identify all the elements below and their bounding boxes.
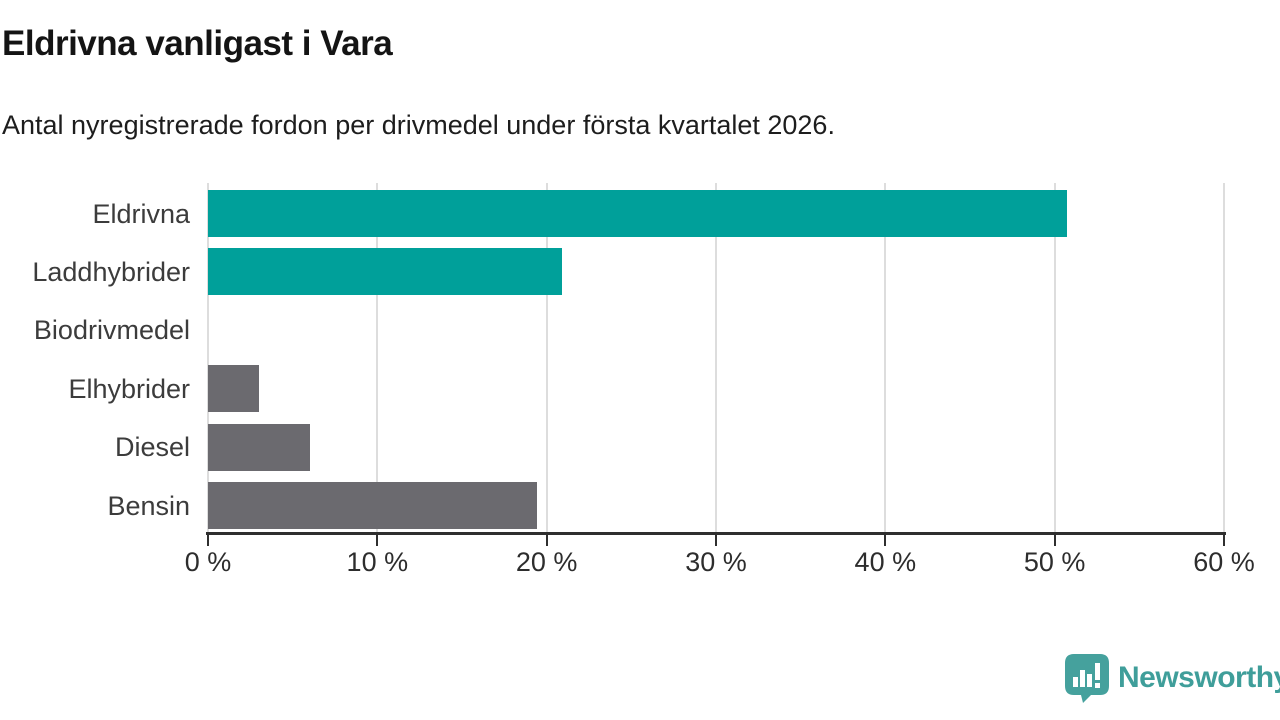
axis-tick-label-0: 0 % <box>184 547 232 577</box>
bar-bensin <box>208 482 537 529</box>
plot-area <box>207 183 1225 532</box>
bar-laddhybrider <box>208 248 562 296</box>
gridline-20 <box>545 183 548 532</box>
gridline-30 <box>715 183 717 532</box>
newsworthy-brand-text: Newsworthy <box>1118 661 1280 694</box>
gridline-50 <box>1053 183 1056 532</box>
axis-tick-label-40: 40 % <box>854 547 917 577</box>
axis-tick-label-10: 10 % <box>346 547 409 577</box>
axis-tick-10 <box>376 532 379 546</box>
axis-tick-60 <box>1223 532 1225 546</box>
category-label-laddhybrider: Laddhybrider <box>32 256 190 287</box>
gridline-10 <box>376 183 379 532</box>
category-label-eldrivna: Eldrivna <box>92 198 190 229</box>
gridline-40 <box>884 183 887 532</box>
category-label-biodrivmedel: Biodrivmedel <box>33 315 190 346</box>
bar-diesel <box>208 423 310 471</box>
gridline-0 <box>207 183 209 532</box>
chart-subtitle: Antal nyregistrerade fordon per drivmede… <box>2 110 835 140</box>
gridline-60 <box>1223 183 1225 532</box>
axis-tick-30 <box>715 532 717 546</box>
axis-tick-label-30: 30 % <box>685 547 747 577</box>
axis-tick-label-60: 60 % <box>1193 547 1255 577</box>
axis-tick-0 <box>207 532 209 546</box>
chart-title: Eldrivna vanligast i Vara <box>2 24 393 63</box>
axis-tick-50 <box>1053 532 1056 546</box>
newsworthy-logo: Newsworthy <box>1064 653 1280 703</box>
axis-tick-40 <box>884 532 887 546</box>
axis-tick-label-20: 20 % <box>515 547 578 577</box>
axis-tick-20 <box>545 532 548 546</box>
bar-eldrivna <box>208 190 1067 237</box>
axis-tick-label-50: 50 % <box>1023 547 1086 577</box>
bar-chart-speech-bubble-icon <box>1065 654 1109 703</box>
category-label-elhybrider: Elhybrider <box>68 373 190 404</box>
category-label-bensin: Bensin <box>107 490 190 521</box>
category-label-diesel: Diesel <box>114 432 190 463</box>
bar-elhybrider <box>208 365 259 413</box>
